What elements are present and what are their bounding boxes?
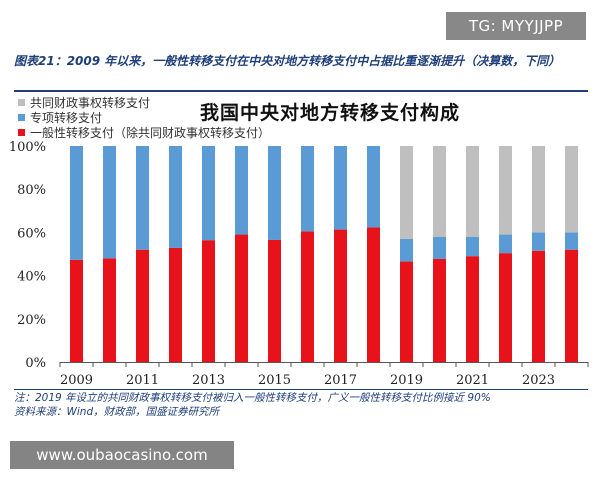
bar-segment-general-2011: [136, 249, 149, 362]
bar-segment-special-2017: [334, 146, 347, 230]
bar-segment-general-2015: [268, 239, 281, 362]
bar-segment-general-2009: [70, 259, 83, 362]
source-line: 资料来源：Wind，财政部，国盛证券研究所: [14, 406, 220, 418]
bar-segment-shared-2022: [499, 146, 512, 235]
bar-segment-general-2010: [103, 258, 116, 362]
legend-label-shared: 共同财政事权转移支付: [30, 96, 151, 110]
bar-segment-special-2011: [136, 146, 149, 250]
bar-segment-special-2010: [103, 146, 116, 259]
bar-segment-special-2020: [433, 236, 446, 259]
legend-swatch-general: [18, 129, 25, 136]
note-line: 注：2019 年设立的共同财政事权转移支付被归入一般性转移支付，广义一般性转移支…: [14, 392, 491, 404]
bar-segment-general-2023: [532, 250, 545, 362]
notes-divider: [14, 389, 588, 390]
bar-segment-special-2024: [565, 232, 578, 250]
chart-title: 我国中央对地方转移支付构成: [200, 102, 461, 124]
bar-segment-shared-2021: [466, 146, 479, 237]
legend-label-special: 专项转移支付: [30, 111, 103, 125]
bar-segment-general-2014: [235, 234, 248, 362]
legend-item-shared: 共同财政事权转移支付: [18, 95, 270, 110]
bar-segment-general-2021: [466, 256, 479, 362]
bar-segment-special-2019: [400, 238, 413, 262]
y-tick-label: 20%: [17, 313, 46, 328]
y-tick-label: 40%: [17, 270, 46, 285]
bar-segment-shared-2019: [400, 146, 413, 239]
legend-item-general: 一般性转移支付（除共同财政事权转移支付）: [18, 125, 270, 140]
bar-segment-special-2021: [466, 236, 479, 257]
x-tick-label: 2011: [126, 373, 159, 388]
bar-segment-general-2022: [499, 253, 512, 362]
x-tick-label: 2017: [324, 373, 357, 388]
notes-block: 注：2019 年设立的共同财政事权转移支付被归入一般性转移支付，广义一般性转移支…: [14, 391, 491, 419]
bar-segment-general-2018: [367, 227, 380, 362]
legend-label-general: 一般性转移支付（除共同财政事权转移支付）: [30, 126, 271, 140]
bar-segment-general-2012: [169, 247, 182, 362]
bar-segment-general-2024: [565, 249, 578, 362]
bar-segment-shared-2024: [565, 146, 578, 233]
x-tick-label: 2023: [522, 373, 555, 388]
bar-segment-special-2022: [499, 234, 512, 254]
bar-segment-special-2015: [268, 146, 281, 240]
bottom-watermark: www.oubaocasino.com: [10, 441, 234, 469]
title-divider: [14, 90, 588, 92]
x-tick-label: 2021: [456, 373, 489, 388]
bar-segment-shared-2020: [433, 146, 446, 237]
y-tick-label: 0%: [25, 356, 46, 371]
bar-segment-special-2009: [70, 146, 83, 260]
legend-item-special: 专项转移支付: [18, 110, 270, 125]
bar-segment-general-2017: [334, 229, 347, 362]
legend-swatch-special: [18, 114, 25, 121]
bar-segment-general-2016: [301, 231, 314, 362]
legend-swatch-shared: [18, 99, 25, 106]
bar-segment-special-2012: [169, 146, 182, 248]
bar-segment-special-2016: [301, 146, 314, 232]
bar-segment-special-2014: [235, 146, 248, 235]
bar-segment-general-2019: [400, 261, 413, 362]
top-watermark: TG: MYYJJPP: [446, 12, 586, 40]
bar-segment-general-2013: [202, 240, 215, 362]
bar-segment-general-2020: [433, 258, 446, 362]
bar-segment-shared-2023: [532, 146, 545, 233]
y-tick-label: 80%: [17, 183, 46, 198]
stacked-bar-chart: 0% 20% 40% 60% 80% 100% 2009 2011 2013 2015 2017 20…: [9, 140, 589, 388]
x-tick-label: 2015: [258, 373, 291, 388]
x-tick-label: 2009: [60, 373, 93, 388]
chart-legend: 共同财政事权转移支付 专项转移支付 一般性转移支付（除共同财政事权转移支付）: [18, 95, 270, 140]
figure-title: 图表21：2009 年以来，一般性转移支付在中央对地方转移支付中占据比重逐渐提升…: [14, 54, 561, 68]
x-tick-label: 2019: [390, 373, 423, 388]
bar-segment-special-2023: [532, 232, 545, 251]
x-tick-label: 2013: [192, 373, 225, 388]
y-tick-label: 60%: [17, 226, 46, 241]
y-tick-label: 100%: [9, 140, 46, 155]
bar-segment-special-2013: [202, 146, 215, 241]
bar-segment-special-2018: [367, 146, 380, 228]
